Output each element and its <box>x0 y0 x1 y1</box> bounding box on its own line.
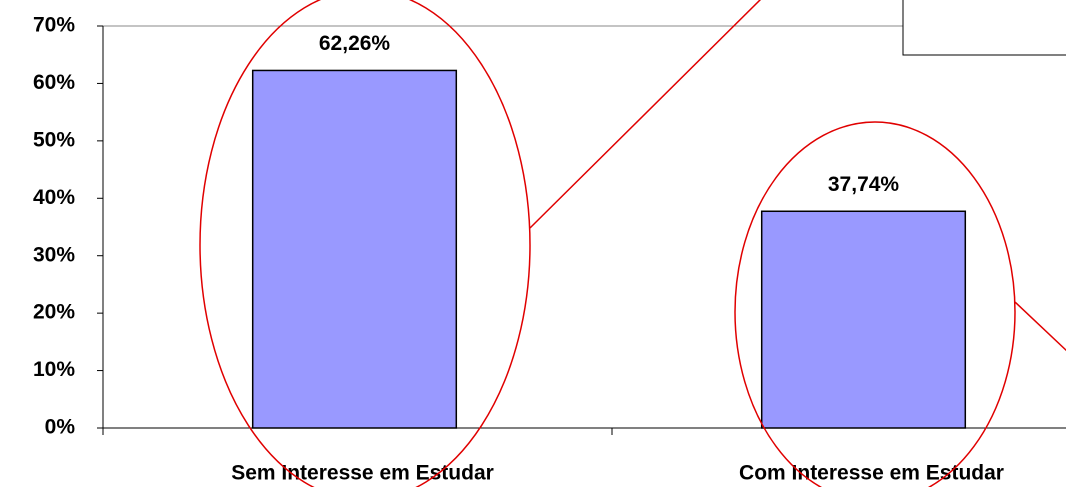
bar <box>760 210 967 429</box>
x-tick-label: Com Interesse em Estudar <box>739 462 1004 485</box>
annotation-stroke <box>734 121 1016 487</box>
y-tick-label: 20% <box>33 301 75 324</box>
y-tick-label: 50% <box>33 128 75 151</box>
data-label: 37,74% <box>828 173 900 196</box>
y-tick-label: 30% <box>33 243 75 266</box>
annotation-stroke <box>1014 301 1066 352</box>
annotation-stroke <box>529 0 762 229</box>
y-tick-label: 0% <box>45 416 76 439</box>
legend-box <box>902 0 1066 56</box>
bar <box>251 69 458 429</box>
annotation-stroke <box>199 0 531 487</box>
x-tick-label: Sem Interesse em Estudar <box>231 462 494 485</box>
y-tick-label: 10% <box>33 358 75 381</box>
y-tick-label: 60% <box>33 71 75 94</box>
y-tick-label: 70% <box>33 14 75 37</box>
data-label: 62,26% <box>319 32 391 55</box>
y-tick-label: 40% <box>33 186 75 209</box>
